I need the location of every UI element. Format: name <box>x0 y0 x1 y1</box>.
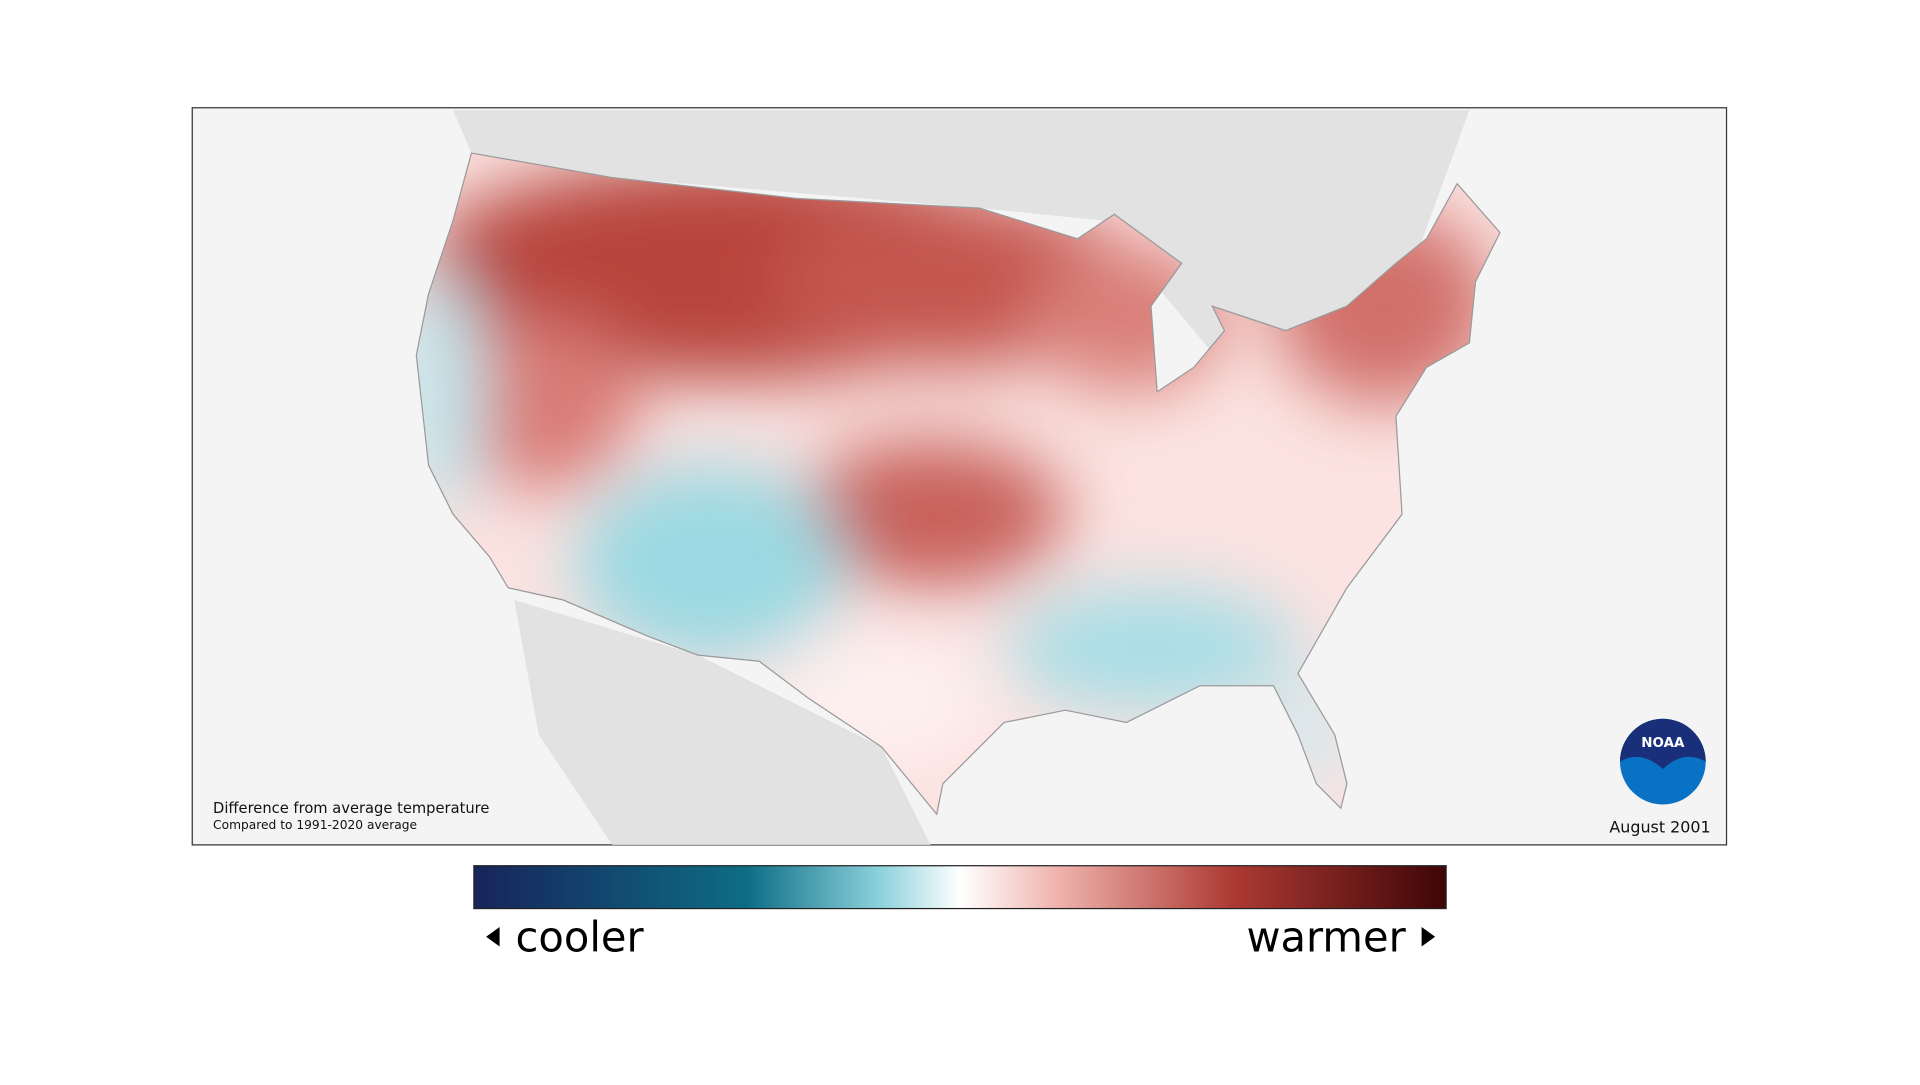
us-outline <box>415 152 1501 816</box>
mexico-land <box>514 600 931 845</box>
legend-low: cooler <box>516 912 645 961</box>
map-subnote: Compared to 1991-2020 average <box>213 818 417 832</box>
noaa-logo: NOAA <box>1620 718 1706 805</box>
left-arrow <box>486 926 500 947</box>
right-arrow <box>1421 926 1436 947</box>
map-note: Difference from average temperature <box>213 800 489 817</box>
map-date: August 2001 <box>1609 818 1710 837</box>
logo-text: NOAA <box>1641 736 1685 751</box>
canada-land <box>453 110 1470 368</box>
color-scale <box>473 865 1447 910</box>
legend-high: warmer <box>1246 912 1406 961</box>
